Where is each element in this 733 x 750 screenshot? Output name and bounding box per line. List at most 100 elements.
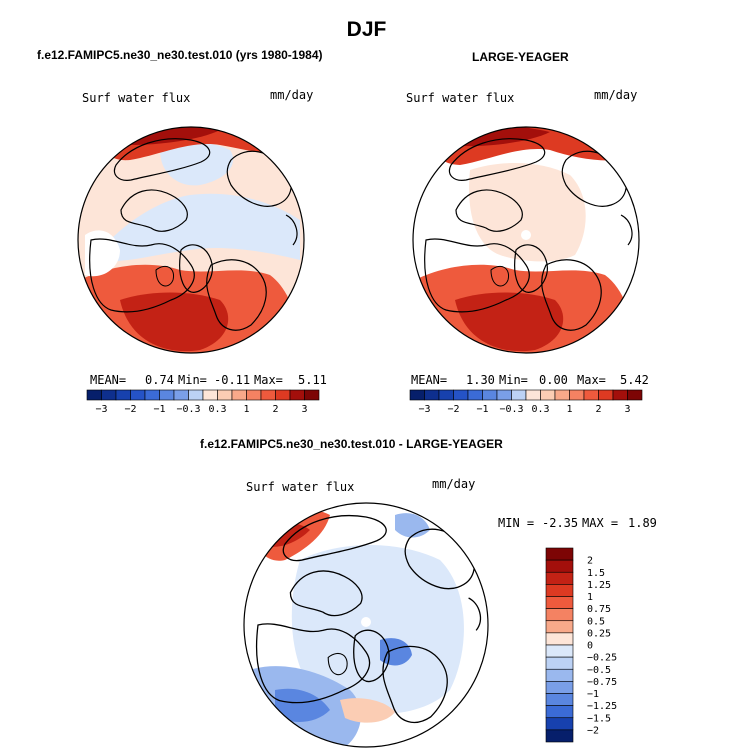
panel3-units: mm/day: [432, 477, 476, 491]
panel2-colorbar-box: [424, 389, 440, 401]
panel3-colorbar-level-label: 1.25: [587, 580, 611, 591]
panel2-colorbar-box: [627, 389, 643, 401]
panel3-pale-red-bottom: [340, 698, 395, 723]
panel1-max-label: Max=: [254, 373, 283, 387]
panel2-colorbar-box: [540, 389, 556, 401]
panel2-colorbar-box: [569, 389, 585, 401]
panel1-colorbar-box: [217, 389, 233, 401]
panel1-colorbar-box: [275, 389, 291, 401]
panel3-colorbar-level-label: −1: [587, 689, 599, 700]
panel1-land-white: [85, 230, 120, 277]
panel2-colorbar-tick-label: 2: [595, 404, 601, 415]
panel3-colorbar-box: [545, 693, 574, 706]
panel2-max-value: 5.42: [620, 373, 649, 387]
panel3-colorbar-level-label: 1.5: [587, 568, 605, 579]
panel2-colorbar-box: [467, 389, 483, 401]
panel2-variable: Surf water flux: [406, 91, 515, 105]
panel3-title: f.e12.FAMIPC5.ne30_ne30.test.010 - LARGE…: [200, 437, 503, 451]
panel1-min-value: -0.11: [214, 373, 251, 387]
panel3-colorbar-box: [545, 608, 574, 622]
panel1-colorbar: −3 −2 −1 −0.3 0.3 1 2 3: [86, 389, 320, 415]
panel3-colorbar-box: [545, 596, 574, 609]
panel2-colorbar-box: [525, 389, 541, 401]
panel2-pale-region: [469, 163, 586, 262]
panel1-colorbar-box: [246, 389, 262, 401]
panel3-colorbar-level-label: 0.5: [587, 616, 605, 627]
panel3-colorbar-box: [545, 644, 574, 658]
panel3-colorbar: 21.51.2510.750.50.250−0.25−0.5−0.75−1−1.…: [545, 547, 617, 743]
panel2-colorbar-tick-label: −3: [418, 404, 430, 415]
panel1-colorbar-tick-label: 3: [301, 404, 307, 415]
panel2-colorbar-box: [612, 389, 628, 401]
panel2-colorbar-tick-label: 3: [624, 404, 630, 415]
panel3-colorbar-box: [545, 571, 574, 585]
panel1-colorbar-box: [289, 389, 305, 401]
panel1-colorbar-box: [115, 389, 131, 401]
panel2-mean-value: 1.30: [466, 373, 495, 387]
panel2-colorbar-tick-label: −0.3: [499, 404, 523, 415]
panel3-colorbar-box: [545, 632, 574, 646]
panel1-colorbar-tick-label: 1: [243, 404, 249, 415]
panel3-colorbar-level-label: 0.75: [587, 604, 611, 615]
panel3-colorbar-box: [545, 729, 574, 743]
panel3-blue-mid-bottom: [275, 688, 330, 722]
panel3-colorbar-box: [545, 717, 574, 731]
panel3-colorbar-box: [545, 705, 574, 719]
panel2-min-label: Min=: [499, 373, 528, 387]
panel1-blue-region: [95, 193, 300, 262]
panel2-colorbar-box: [554, 389, 570, 401]
panel2-title: LARGE-YEAGER: [472, 50, 569, 64]
panel1-colorbar-tick-label: −1: [153, 404, 165, 415]
panel1-colorbar-tick-label: 0.3: [208, 404, 226, 415]
panel1-colorbar-box: [101, 389, 117, 401]
panel1-variable: Surf water flux: [82, 91, 191, 105]
panel1-units: mm/day: [270, 88, 314, 102]
panel1-min-label: Min=: [178, 373, 207, 387]
panel2-mean-label: MEAN=: [411, 373, 448, 387]
panel2-colorbar-tick-label: 1: [566, 404, 572, 415]
panel1-max-value: 5.11: [298, 373, 327, 387]
panel3-min-value: -2.35: [542, 516, 579, 530]
panel2-colorbar-tick-label: 0.3: [531, 404, 549, 415]
panel1-colorbar-box: [202, 389, 218, 401]
panel1-map: [77, 126, 305, 354]
panel1-colorbar-box: [260, 389, 276, 401]
panel3-map-boundary: [243, 502, 489, 748]
panel1-mean-value: 0.74: [145, 373, 174, 387]
panel3-colorbar-level-label: −0.75: [587, 677, 617, 688]
panel3-colorbar-level-label: 1: [587, 592, 593, 603]
panel1-title: f.e12.FAMIPC5.ne30_ne30.test.010 (yrs 19…: [37, 48, 323, 62]
panel1-colorbar-box: [159, 389, 175, 401]
panel1-colorbar-tick-label: −3: [95, 404, 107, 415]
panel2-colorbar-box: [438, 389, 454, 401]
panel3-colorbar-box: [545, 668, 574, 682]
panel2-colorbar-box: [482, 389, 498, 401]
panel3-colorbar-box: [545, 656, 574, 670]
panel3-colorbar-level-label: −1.25: [587, 701, 617, 712]
panel1-colorbar-box: [231, 389, 247, 401]
figure-title: DJF: [346, 18, 387, 41]
panel3-colorbar-level-label: 0.25: [587, 628, 611, 639]
panel1-colorbar-box: [188, 389, 204, 401]
panel3-blue-top-right: [395, 513, 430, 538]
panel2-dark-bottom: [455, 292, 564, 352]
panel3-colorbar-level-label: 0: [587, 641, 593, 652]
panel3-max-value: 1.89: [628, 516, 657, 530]
panel3-variable: Surf water flux: [246, 480, 355, 494]
panel3-colorbar-box: [545, 559, 574, 573]
panel1-map-boundary: [77, 126, 305, 354]
panel3-min-label: MIN =: [498, 516, 535, 530]
panel3-pale-blue: [291, 545, 464, 714]
panel3-colorbar-box: [545, 681, 574, 694]
panel2-units: mm/day: [594, 88, 638, 102]
panel2-colorbar: −3 −2 −1 −0.3 0.3 1 2 3: [409, 389, 643, 415]
panel2-max-label: Max=: [577, 373, 606, 387]
panel3-colorbar-level-label: −0.5: [587, 665, 611, 676]
panel3-blue-spot: [380, 638, 412, 666]
panel3-colorbar-box: [545, 620, 574, 634]
panel2-colorbar-box: [511, 389, 527, 401]
panel2-min-value: 0.00: [539, 373, 568, 387]
panel2-colorbar-box: [453, 389, 469, 401]
panel2-colorbar-box: [598, 389, 614, 401]
